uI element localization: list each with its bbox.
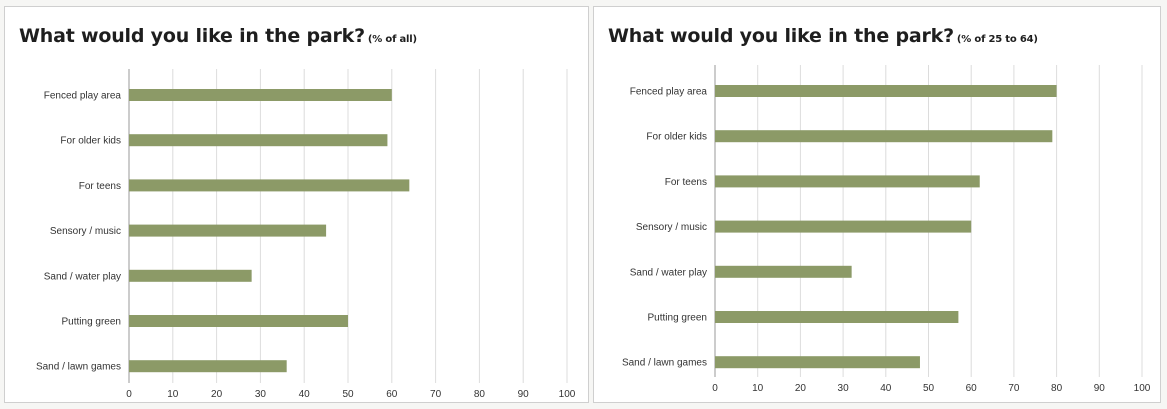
bar: [129, 89, 392, 101]
x-tick-label: 100: [559, 389, 576, 400]
bar-chart-left: 0 10 20 30 40 50 60 70 80 90 100 Fenced play area Fo…: [36, 69, 576, 400]
category-label: Putting green: [62, 317, 122, 328]
bar: [129, 179, 410, 192]
chart-panel-right: What would you like in the park? (% of 25…: [593, 6, 1161, 403]
bar: [715, 130, 1053, 143]
x-tick-label: 70: [1008, 383, 1020, 394]
bar-chart-right: 0 10 20 30 40 50 60 70 80 90 100 Fenced play area Fo…: [622, 65, 1151, 394]
chart-subtitle: (% of 25 to 64): [956, 34, 1038, 45]
x-tick-label: 20: [795, 383, 807, 394]
x-tick-label: 90: [1094, 383, 1106, 394]
x-tick-label: 20: [211, 389, 223, 400]
bar: [715, 311, 959, 323]
category-label: Sand / lawn games: [36, 362, 121, 373]
x-tick-label: 0: [126, 389, 132, 400]
category-label: For teens: [665, 177, 707, 188]
category-label: For older kids: [646, 132, 707, 143]
category-label: For older kids: [60, 136, 121, 147]
category-label: For teens: [79, 181, 121, 192]
category-label: Fenced play area: [630, 87, 708, 98]
x-tick-label: 90: [518, 389, 530, 400]
bar: [129, 224, 327, 237]
bar: [129, 134, 388, 147]
bar: [129, 315, 348, 327]
category-label: Sand / water play: [44, 271, 121, 282]
bar: [129, 360, 287, 373]
bar: [715, 265, 852, 278]
chart-panel-left: What would you like in the park? (% of al…: [4, 6, 589, 403]
chart-title-text: What would you like in the park?: [608, 25, 954, 47]
bar: [715, 220, 972, 233]
category-label: Sand / lawn games: [622, 358, 707, 369]
x-tick-label: 100: [1134, 383, 1151, 394]
x-tick-label: 30: [838, 383, 850, 394]
category-label: Putting green: [648, 313, 708, 324]
category-label: Fenced play area: [44, 91, 122, 102]
x-tick-label: 60: [966, 383, 978, 394]
bar: [715, 175, 980, 188]
x-tick-label: 60: [386, 389, 398, 400]
chart-title-text: What would you like in the park?: [19, 25, 365, 47]
category-label: Sensory / music: [50, 226, 121, 237]
bar: [715, 356, 920, 369]
x-tick-label: 10: [167, 389, 179, 400]
x-tick-label: 0: [712, 383, 718, 394]
x-tick-label: 50: [342, 389, 354, 400]
x-tick-label: 10: [752, 383, 764, 394]
bar: [715, 85, 1057, 97]
chart-subtitle: (% of all): [367, 34, 417, 45]
bar: [129, 269, 252, 282]
chart-title-right: What would you like in the park? (% of 25…: [608, 25, 1038, 47]
category-label: Sand / water play: [630, 267, 707, 278]
x-tick-label: 80: [1051, 383, 1063, 394]
x-tick-label: 80: [474, 389, 486, 400]
x-tick-label: 40: [880, 383, 892, 394]
x-tick-label: 50: [923, 383, 935, 394]
category-label: Sensory / music: [636, 222, 707, 233]
x-tick-label: 70: [430, 389, 442, 400]
x-tick-label: 40: [299, 389, 311, 400]
chart-title-left: What would you like in the park? (% of al…: [19, 25, 417, 47]
x-tick-label: 30: [255, 389, 267, 400]
